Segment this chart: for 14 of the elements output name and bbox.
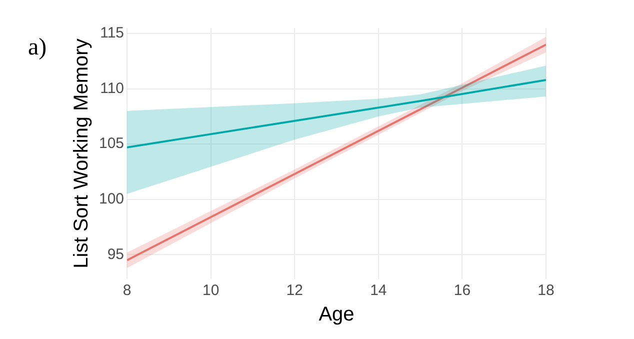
y-tick-label: 95: [107, 246, 124, 263]
y-tick-label: 105: [98, 135, 124, 152]
x-tick-label: 18: [538, 282, 554, 300]
x-tick-label: 8: [122, 282, 132, 300]
y-axis-title: List Sort Working Memory: [70, 38, 93, 268]
chart-title: a): [28, 34, 47, 60]
y-tick-label: 115: [100, 24, 124, 42]
x-tick-label: 16: [454, 282, 471, 300]
x-tick-label: 12: [286, 282, 303, 300]
x-tick-label: 14: [370, 282, 387, 300]
x-tick-label: 10: [202, 282, 220, 300]
y-tick-label: 110: [100, 80, 124, 97]
x-axis-title: Age: [318, 304, 354, 326]
y-tick-label: 100: [98, 190, 124, 208]
